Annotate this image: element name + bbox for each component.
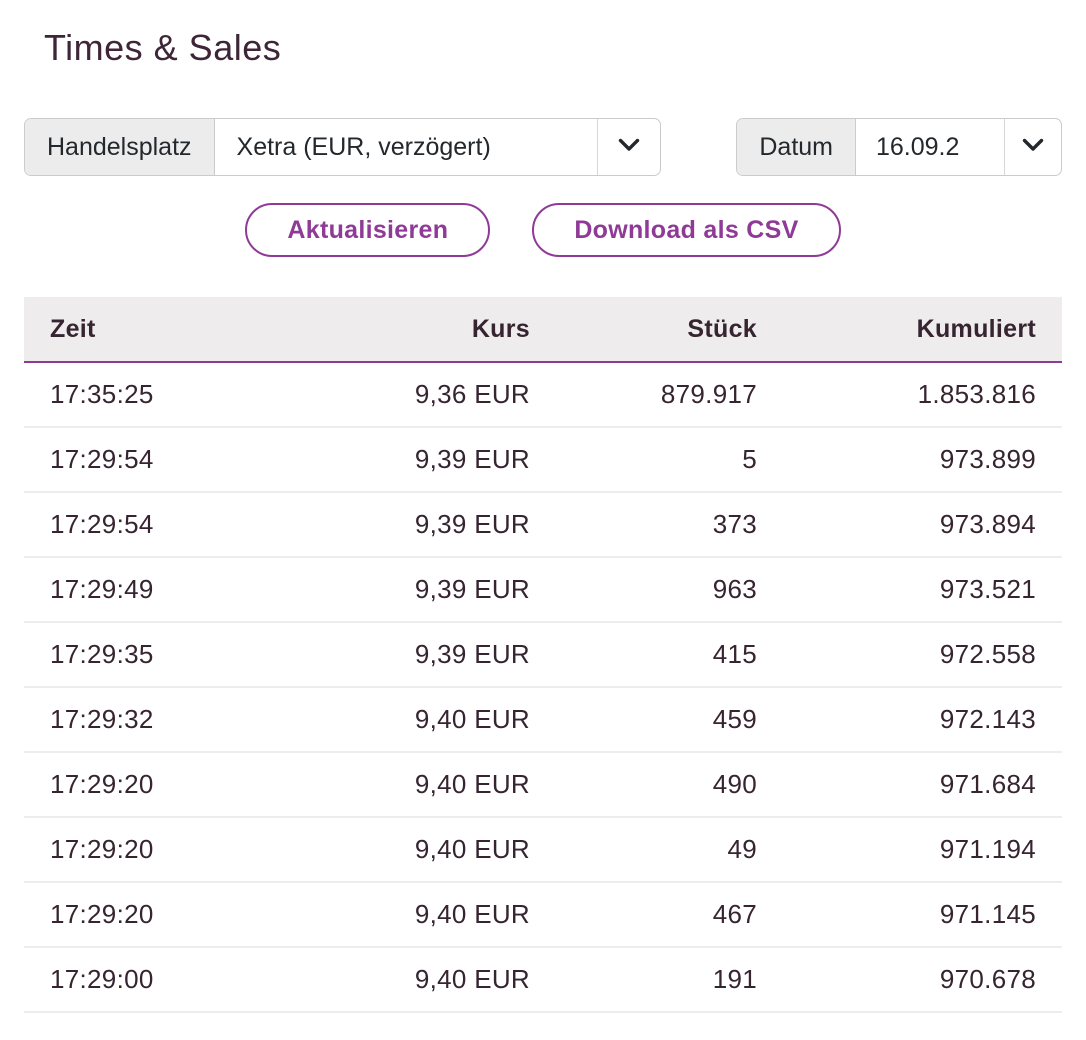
cell-kurs: 9,39 EUR	[414, 639, 530, 669]
chevron-down-icon	[618, 138, 640, 157]
cell-stueck: 467	[712, 899, 757, 929]
table-row: 17:29:54 9,39 EUR 373 973.894	[24, 492, 1062, 557]
table-row: 17:29:49 9,39 EUR 963 973.521	[24, 557, 1062, 622]
times-sales-page: Times & Sales Handelsplatz Xetra (EUR, v…	[24, 27, 1062, 1013]
datum-dropdown-toggle[interactable]	[1004, 119, 1061, 175]
table-row: 17:29:35 9,39 EUR 415 972.558	[24, 622, 1062, 687]
handelsplatz-select[interactable]: Handelsplatz Xetra (EUR, verzögert)	[24, 118, 661, 176]
cell-kurs: 9,40 EUR	[414, 964, 530, 994]
col-header-kumuliert: Kumuliert	[916, 314, 1036, 343]
cell-kurs: 9,40 EUR	[414, 834, 530, 864]
cell-kumuliert: 973.894	[939, 509, 1036, 539]
cell-stueck: 5	[742, 444, 757, 474]
col-header-kurs: Kurs	[471, 314, 530, 343]
cell-stueck: 373	[712, 509, 757, 539]
table-row: 17:29:54 9,39 EUR 5 973.899	[24, 427, 1062, 492]
datum-select[interactable]: Datum 16.09.2	[736, 118, 1062, 176]
action-buttons: Aktualisieren Download als CSV	[24, 203, 1062, 257]
cell-kumuliert: 972.558	[939, 639, 1036, 669]
cell-kumuliert: 971.684	[939, 769, 1036, 799]
cell-zeit: 17:29:00	[50, 964, 154, 994]
cell-kumuliert: 973.899	[939, 444, 1036, 474]
filter-controls: Handelsplatz Xetra (EUR, verzögert) Datu…	[24, 118, 1062, 176]
cell-stueck: 459	[712, 704, 757, 734]
cell-kumuliert: 972.143	[939, 704, 1036, 734]
cell-stueck: 490	[712, 769, 757, 799]
cell-stueck: 415	[712, 639, 757, 669]
table-row: 17:29:20 9,40 EUR 49 971.194	[24, 817, 1062, 882]
col-header-zeit: Zeit	[50, 314, 96, 343]
table-row: 17:35:25 9,36 EUR 879.917 1.853.816	[24, 362, 1062, 427]
cell-kumuliert: 973.521	[939, 574, 1036, 604]
cell-stueck: 191	[712, 964, 757, 994]
table-row: 17:29:32 9,40 EUR 459 972.143	[24, 687, 1062, 752]
table-row: 17:29:20 9,40 EUR 490 971.684	[24, 752, 1062, 817]
cell-kumuliert: 971.194	[939, 834, 1036, 864]
cell-kurs: 9,40 EUR	[414, 769, 530, 799]
cell-zeit: 17:29:35	[50, 639, 154, 669]
cell-kurs: 9,40 EUR	[414, 899, 530, 929]
cell-zeit: 17:29:20	[50, 899, 154, 929]
cell-kurs: 9,39 EUR	[414, 574, 530, 604]
cell-zeit: 17:29:54	[50, 509, 154, 539]
datum-value: 16.09.2	[876, 132, 960, 161]
table-row: 17:29:20 9,40 EUR 467 971.145	[24, 882, 1062, 947]
table-header-row: Zeit Kurs Stück Kumuliert	[24, 297, 1062, 362]
handelsplatz-value: Xetra (EUR, verzögert)	[236, 132, 491, 161]
chevron-down-icon	[1022, 138, 1044, 157]
download-csv-button[interactable]: Download als CSV	[532, 203, 841, 257]
cell-kurs: 9,39 EUR	[414, 444, 530, 474]
times-sales-table: Zeit Kurs Stück Kumuliert 17:35:25 9,36 E…	[24, 297, 1062, 1013]
cell-zeit: 17:29:54	[50, 444, 154, 474]
handelsplatz-label: Handelsplatz	[25, 119, 215, 175]
cell-kumuliert: 971.145	[939, 899, 1036, 929]
datum-label: Datum	[737, 119, 856, 175]
cell-zeit: 17:29:20	[50, 769, 154, 799]
cell-kurs: 9,39 EUR	[414, 509, 530, 539]
cell-zeit: 17:29:49	[50, 574, 154, 604]
handelsplatz-dropdown-toggle[interactable]	[596, 119, 660, 175]
table-row: 17:29:00 9,40 EUR 191 970.678	[24, 947, 1062, 1012]
page-title: Times & Sales	[44, 27, 282, 68]
table-body: 17:35:25 9,36 EUR 879.917 1.853.816 17:29:54…	[24, 362, 1062, 1012]
cell-zeit: 17:29:20	[50, 834, 154, 864]
cell-stueck: 963	[712, 574, 757, 604]
cell-stueck: 49	[727, 834, 757, 864]
cell-kumuliert: 1.853.816	[917, 379, 1036, 409]
cell-kurs: 9,40 EUR	[414, 704, 530, 734]
cell-kumuliert: 970.678	[939, 964, 1036, 994]
cell-zeit: 17:29:32	[50, 704, 154, 734]
cell-kurs: 9,36 EUR	[414, 379, 530, 409]
cell-zeit: 17:35:25	[50, 379, 154, 409]
refresh-button[interactable]: Aktualisieren	[245, 203, 491, 257]
col-header-stueck: Stück	[687, 314, 757, 343]
cell-stueck: 879.917	[660, 379, 757, 409]
